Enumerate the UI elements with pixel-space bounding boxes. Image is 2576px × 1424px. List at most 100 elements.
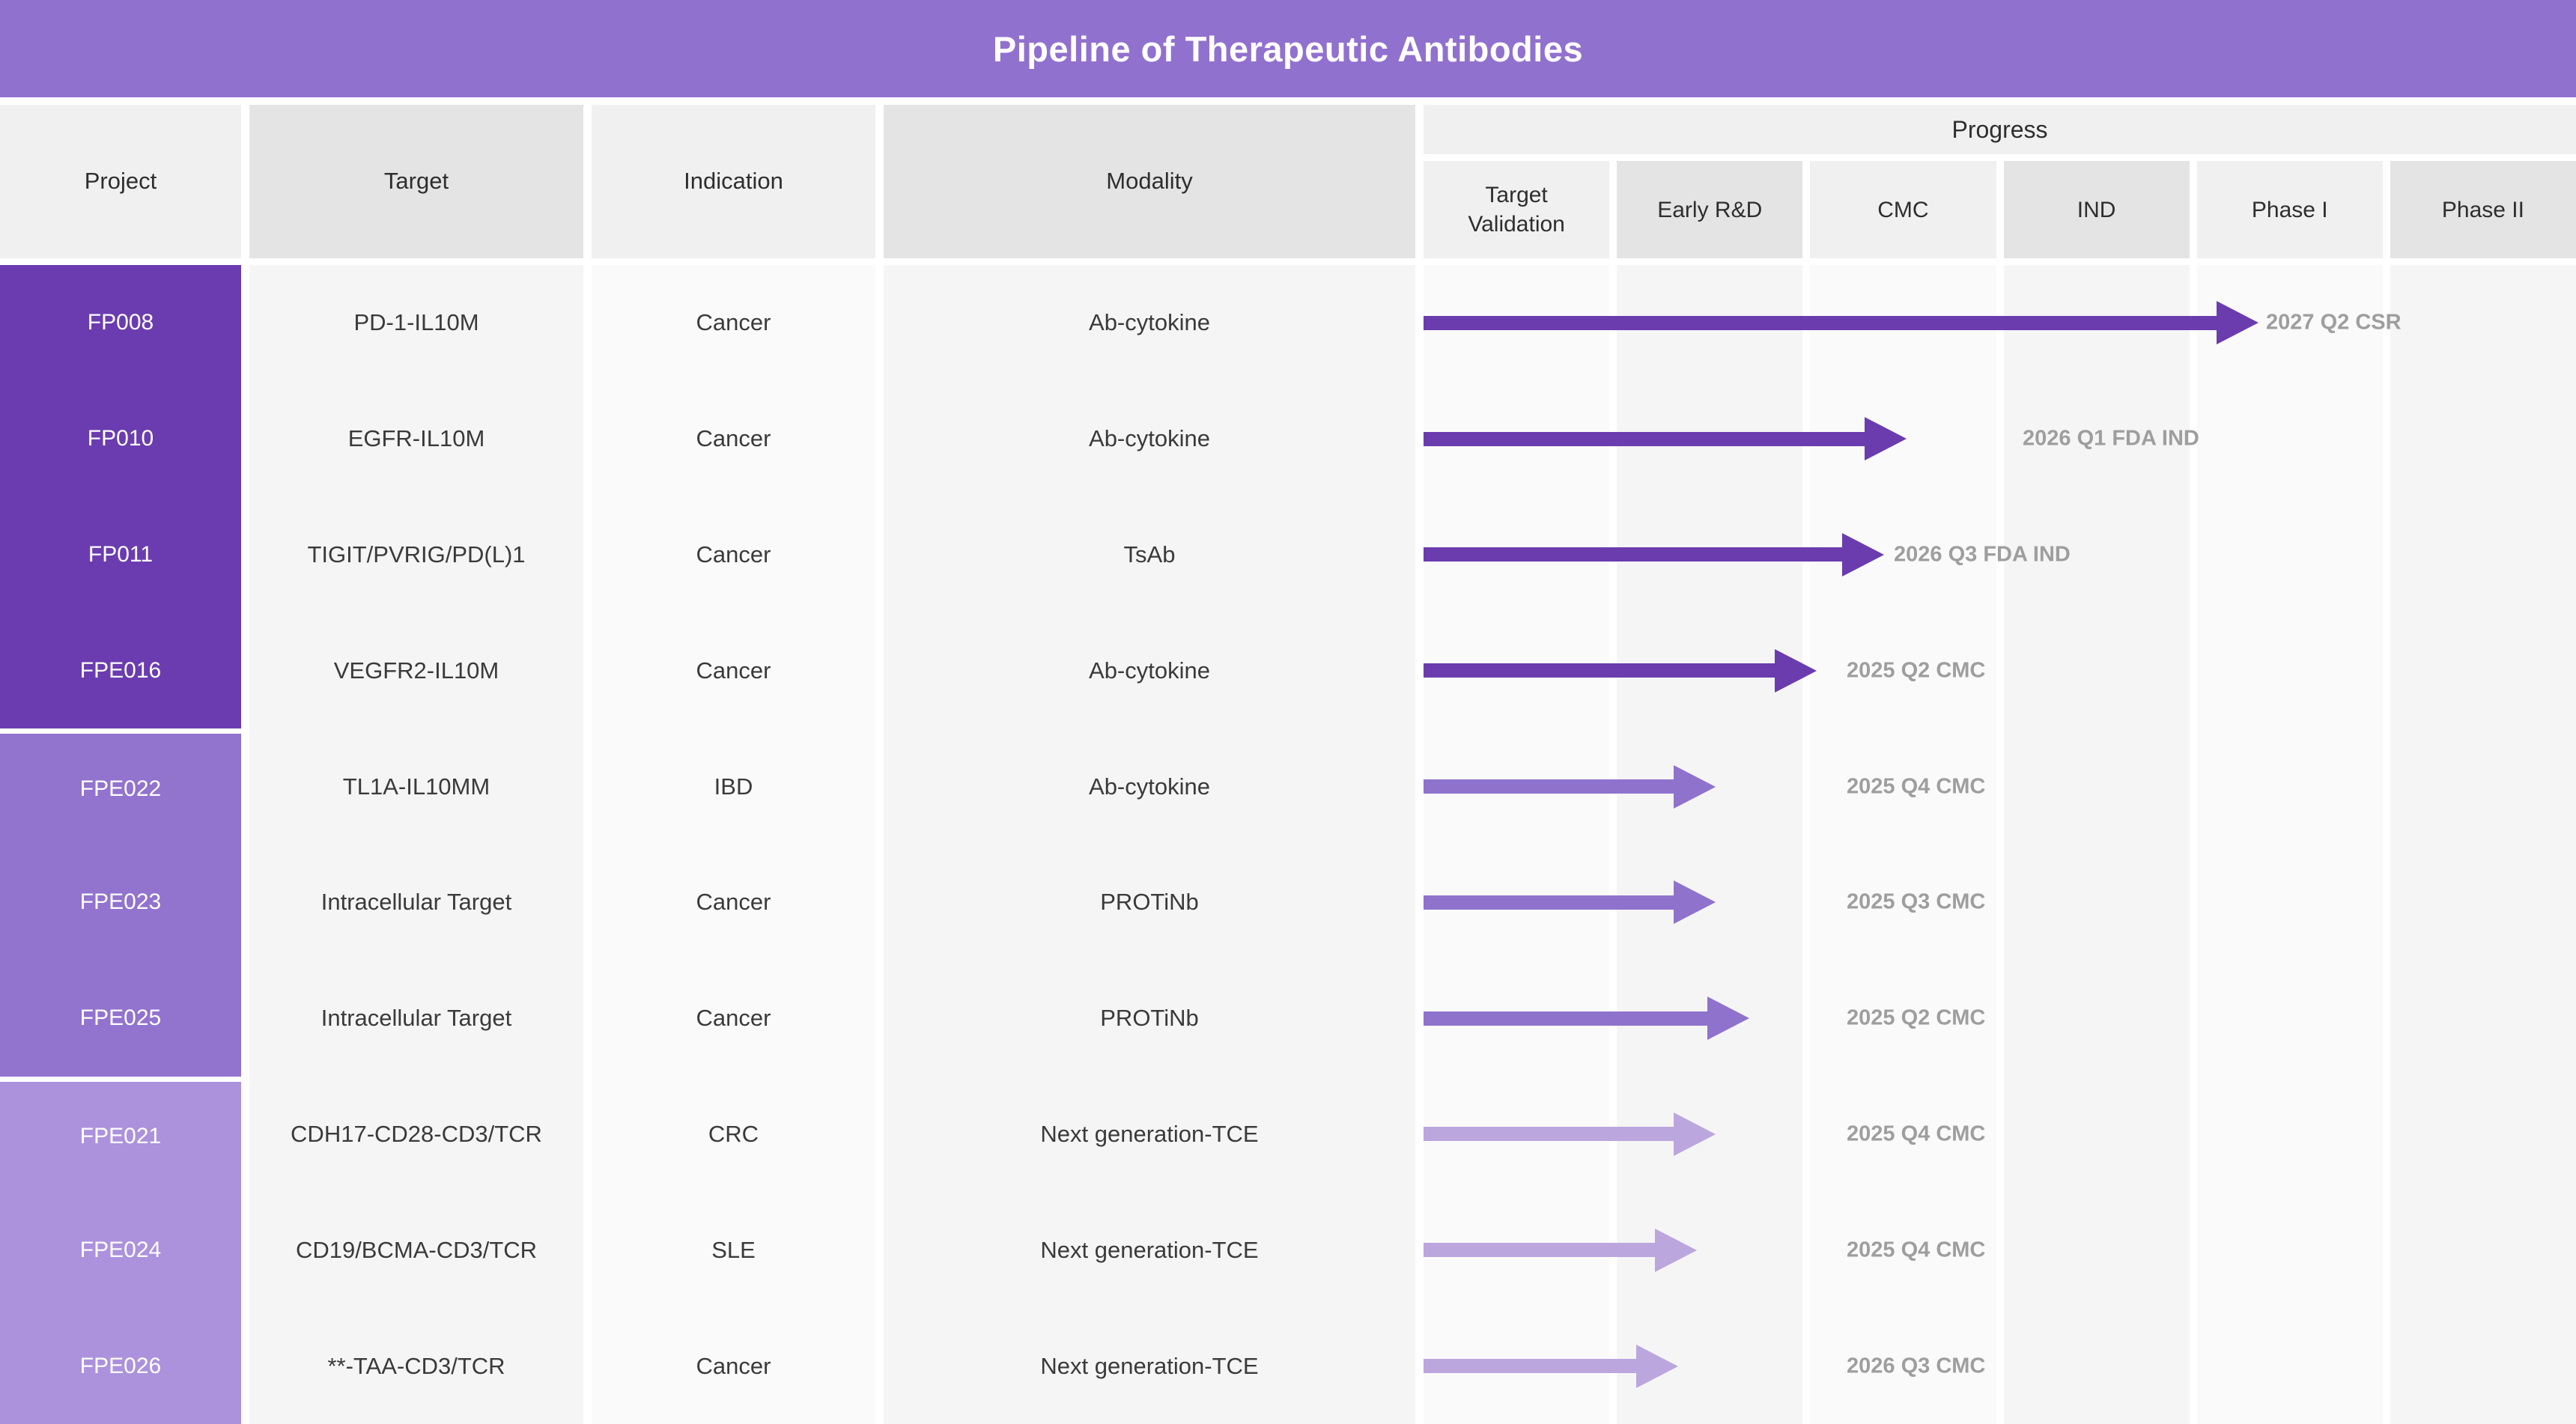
table-row: FPE023 Intracellular Target Cancer PROTi… bbox=[0, 844, 2576, 961]
progress-arrow-head bbox=[1707, 997, 1749, 1041]
progress-arrow-shaft bbox=[1424, 1359, 1636, 1374]
table-row: FP008 PD-1-IL10M Cancer Ab-cytokine 2027… bbox=[0, 265, 2576, 381]
indication-cell: Cancer bbox=[592, 612, 875, 729]
target-cell: CD19/BCMA-CD3/TCR bbox=[249, 1192, 583, 1309]
progress-stage-header: CMC bbox=[1810, 161, 1996, 258]
table-row: FPE022 TL1A-IL10MM IBD Ab-cytokine 2025 … bbox=[0, 728, 2576, 845]
progress-cell: 2025 Q4 CMC bbox=[1424, 728, 2576, 845]
progress-arrow-shaft bbox=[1424, 547, 1842, 562]
column-header-progress-group: Progress Target Validation Early R&D CMC… bbox=[1424, 105, 2576, 258]
progress-stage-bands bbox=[1424, 265, 2576, 1424]
target-cell: VEGFR2-IL10M bbox=[249, 612, 583, 729]
progress-arrow bbox=[1424, 1344, 1678, 1388]
progress-stage-band bbox=[2003, 265, 2190, 1424]
progress-arrow-head bbox=[1865, 417, 1907, 461]
target-cell: EGFR-IL10M bbox=[249, 380, 583, 497]
progress-arrow-head bbox=[2217, 301, 2258, 345]
modality-cell: Ab-cytokine bbox=[884, 612, 1415, 729]
indication-cell: Cancer bbox=[592, 1308, 875, 1424]
progress-arrow-shaft bbox=[1424, 1127, 1674, 1142]
progress-cell: 2026 Q1 FDA IND bbox=[1424, 381, 2576, 497]
indication-cell: CRC bbox=[592, 1076, 875, 1193]
table-row: FPE016 VEGFR2-IL10M Cancer Ab-cytokine 2… bbox=[0, 612, 2576, 729]
progress-cell: 2025 Q2 CMC bbox=[1424, 612, 2576, 728]
project-cell: FPE016 bbox=[0, 612, 241, 729]
modality-cell: Next generation-TCE bbox=[884, 1192, 1415, 1309]
modality-cell: Ab-cytokine bbox=[884, 728, 1415, 845]
table-row: FPE026 **-TAA-CD3/TCR Cancer Next genera… bbox=[0, 1308, 2576, 1424]
progress-cell: 2026 Q3 FDA IND bbox=[1424, 497, 2576, 613]
table-row: FPE021 CDH17-CD28-CD3/TCR CRC Next gener… bbox=[0, 1076, 2576, 1193]
progress-arrow-shaft bbox=[1424, 1243, 1655, 1258]
progress-arrow-shaft bbox=[1424, 663, 1775, 678]
milestone-label: 2025 Q2 CMC bbox=[1847, 658, 1986, 683]
progress-cell: 2025 Q4 CMC bbox=[1424, 1192, 2576, 1308]
indication-cell: Cancer bbox=[592, 496, 875, 613]
progress-arrow-head bbox=[1775, 648, 1817, 693]
column-header-modality: Modality bbox=[884, 105, 1415, 258]
progress-cell: 2025 Q4 CMC bbox=[1424, 1077, 2576, 1193]
progress-arrow bbox=[1424, 532, 1884, 576]
table-row: FPE024 CD19/BCMA-CD3/TCR SLE Next genera… bbox=[0, 1192, 2576, 1309]
progress-arrow-head bbox=[1655, 1228, 1697, 1272]
table-body: FP008 PD-1-IL10M Cancer Ab-cytokine 2027… bbox=[0, 265, 2576, 1424]
column-header-project: Project bbox=[0, 105, 241, 258]
project-cell: FPE023 bbox=[0, 844, 241, 961]
table-rows: FP008 PD-1-IL10M Cancer Ab-cytokine 2027… bbox=[0, 265, 2576, 1424]
project-cell: FPE026 bbox=[0, 1308, 241, 1424]
progress-arrow-head bbox=[1674, 1112, 1716, 1156]
progress-arrow bbox=[1424, 648, 1817, 693]
target-cell: CDH17-CD28-CD3/TCR bbox=[249, 1076, 583, 1193]
column-header-progress: Progress bbox=[1424, 105, 2576, 154]
progress-stage-header: IND bbox=[2003, 161, 2190, 258]
progress-stage-header: Phase II bbox=[2390, 161, 2576, 258]
project-cell: FPE025 bbox=[0, 960, 241, 1077]
progress-arrow-head bbox=[1674, 880, 1716, 925]
project-cell: FPE021 bbox=[0, 1076, 241, 1193]
modality-cell: Next generation-TCE bbox=[884, 1076, 1415, 1193]
progress-arrow-head bbox=[1636, 1344, 1678, 1388]
progress-cell: 2025 Q2 CMC bbox=[1424, 961, 2576, 1077]
progress-cell: 2027 Q2 CSR bbox=[1424, 265, 2576, 381]
table-row: FP011 TIGIT/PVRIG/PD(L)1 Cancer TsAb 202… bbox=[0, 496, 2576, 613]
progress-arrow-shaft bbox=[1424, 1011, 1707, 1026]
indication-cell: SLE bbox=[592, 1192, 875, 1309]
milestone-label: 2026 Q1 FDA IND bbox=[2023, 426, 2199, 451]
table-row: FPE025 Intracellular Target Cancer PROTi… bbox=[0, 960, 2576, 1077]
column-header-target: Target bbox=[249, 105, 583, 258]
indication-cell: Cancer bbox=[592, 265, 875, 381]
milestone-label: 2025 Q4 CMC bbox=[1847, 1122, 1986, 1146]
progress-stage-header: Phase I bbox=[2196, 161, 2383, 258]
progress-stage-header: Target Validation bbox=[1424, 161, 1610, 258]
progress-stage-band bbox=[2196, 265, 2383, 1424]
modality-cell: Ab-cytokine bbox=[884, 380, 1415, 497]
progress-cell: 2025 Q3 CMC bbox=[1424, 845, 2576, 961]
indication-cell: Cancer bbox=[592, 844, 875, 961]
progress-arrow-head bbox=[1842, 532, 1884, 576]
target-cell: Intracellular Target bbox=[249, 844, 583, 961]
progress-arrow-head bbox=[1674, 764, 1716, 809]
target-cell: PD-1-IL10M bbox=[249, 265, 583, 381]
indication-cell: Cancer bbox=[592, 960, 875, 1077]
progress-arrow bbox=[1424, 997, 1749, 1041]
progress-arrow bbox=[1424, 764, 1716, 809]
modality-cell: Next generation-TCE bbox=[884, 1308, 1415, 1424]
project-cell: FP010 bbox=[0, 380, 241, 497]
progress-arrow-shaft bbox=[1424, 779, 1674, 794]
milestone-label: 2025 Q2 CMC bbox=[1847, 1005, 1986, 1030]
milestone-label: 2027 Q2 CSR bbox=[2266, 310, 2402, 335]
target-cell: Intracellular Target bbox=[249, 960, 583, 1077]
table-row: FP010 EGFR-IL10M Cancer Ab-cytokine 2026… bbox=[0, 380, 2576, 497]
project-cell: FPE024 bbox=[0, 1192, 241, 1309]
project-cell: FP011 bbox=[0, 496, 241, 613]
modality-cell: Ab-cytokine bbox=[884, 265, 1415, 381]
progress-arrow bbox=[1424, 301, 2258, 345]
target-cell: TIGIT/PVRIG/PD(L)1 bbox=[249, 496, 583, 613]
progress-arrow bbox=[1424, 1228, 1697, 1272]
progress-subheaders: Target Validation Early R&D CMC IND Phas… bbox=[1424, 161, 2576, 258]
progress-arrow-shaft bbox=[1424, 431, 1865, 446]
progress-arrow bbox=[1424, 1112, 1716, 1156]
indication-cell: Cancer bbox=[592, 380, 875, 497]
milestone-label: 2026 Q3 CMC bbox=[1847, 1354, 1986, 1378]
